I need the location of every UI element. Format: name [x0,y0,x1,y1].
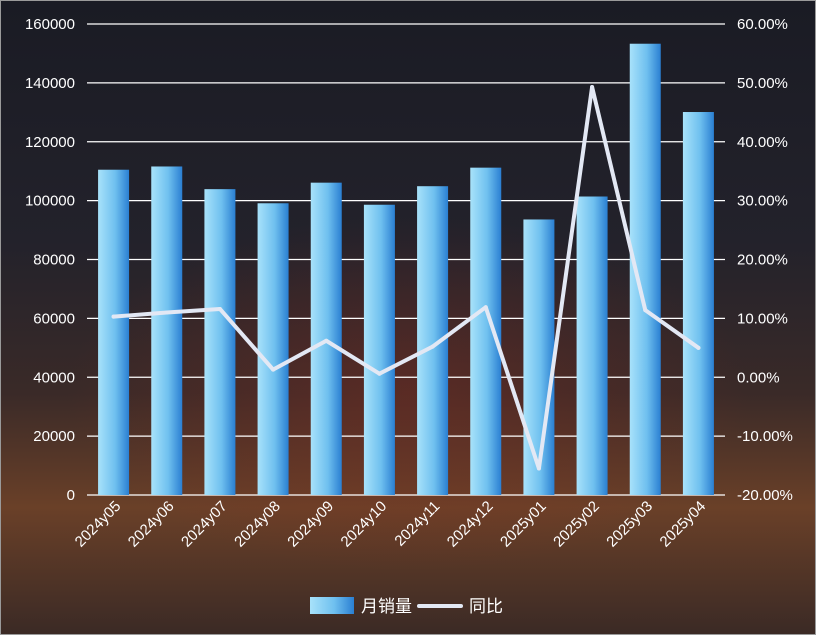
bar-series [98,43,714,496]
x-tick-label: 2025y04 [657,498,710,551]
bar-2025y02 [576,196,608,495]
x-tick-label: 2025y01 [497,498,550,551]
yoy-point-2024y06 [164,310,169,315]
yoy-point-2025y01 [536,466,541,471]
legend-bar-swatch [310,597,354,614]
left-tick-label: 20000 [33,428,75,445]
bar-2024y08 [257,203,289,496]
gridlines [87,23,725,496]
x-tick-label: 2024y12 [444,498,497,551]
legend-line-label: 同比 [469,597,503,617]
left-tick-label: 0 [67,487,75,504]
legend: 月销量 同比 [310,597,503,617]
bar-2024y12 [470,167,502,495]
left-tick-label: 140000 [25,75,75,92]
yoy-point-2024y07 [217,306,222,311]
x-tick-label: 2024y09 [284,498,337,551]
x-tick-label: 2024y05 [72,498,125,551]
yoy-point-2024y11 [430,344,435,349]
right-tick-label: 40.00% [737,134,788,151]
left-axis: 0 20000 40000 60000 80000 100000 120000 140000 1… [25,16,75,504]
bar-2025y04 [682,112,714,495]
right-axis: -20.00% -10.00% 0.00% 10.00% 20.00% 30.00% 40.… [737,16,793,504]
x-axis: 2024y05 2024y06 2024y07 2024y08 2024y09 2024y… [72,498,710,551]
left-tick-label: 60000 [33,310,75,327]
x-tick-label: 2025y02 [550,498,603,551]
yoy-point-2025y02 [590,84,595,89]
left-tick-label: 100000 [25,193,75,210]
right-tick-label: 30.00% [737,193,788,210]
right-tick-label: 0.00% [737,369,780,386]
x-tick-label: 2025y03 [603,498,656,551]
bar-2024y10 [363,204,395,495]
yoy-point-2025y03 [643,308,648,313]
yoy-point-2024y12 [483,305,488,310]
x-tick-label: 2024y06 [125,498,178,551]
right-tick-label: -20.00% [737,487,793,504]
yoy-point-2024y08 [271,367,276,372]
yoy-point-2024y05 [111,314,116,319]
right-tick-label: 10.00% [737,310,788,327]
line-series [111,84,701,471]
right-tick-label: -10.00% [737,428,793,445]
bar-2024y07 [204,189,236,495]
left-tick-label: 80000 [33,252,75,269]
x-tick-label: 2024y11 [391,498,443,550]
x-tick-label: 2024y10 [338,498,391,551]
bar-2025y01 [523,219,555,495]
yoy-point-2024y10 [377,371,382,376]
left-tick-label: 160000 [25,16,75,33]
x-tick-label: 2024y07 [178,498,231,551]
right-tick-label: 50.00% [737,75,788,92]
left-tick-label: 120000 [25,134,75,151]
right-tick-label: 60.00% [737,16,788,33]
legend-bar-label: 月销量 [361,597,412,617]
yoy-point-2024y09 [324,338,329,343]
bar-2024y06 [151,166,183,496]
bar-2024y05 [98,169,130,495]
right-tick-label: 20.00% [737,252,788,269]
yoy-point-2025y04 [696,345,701,350]
x-tick-label: 2024y08 [231,498,284,551]
yoy-line [111,84,701,471]
left-tick-label: 40000 [33,369,75,386]
